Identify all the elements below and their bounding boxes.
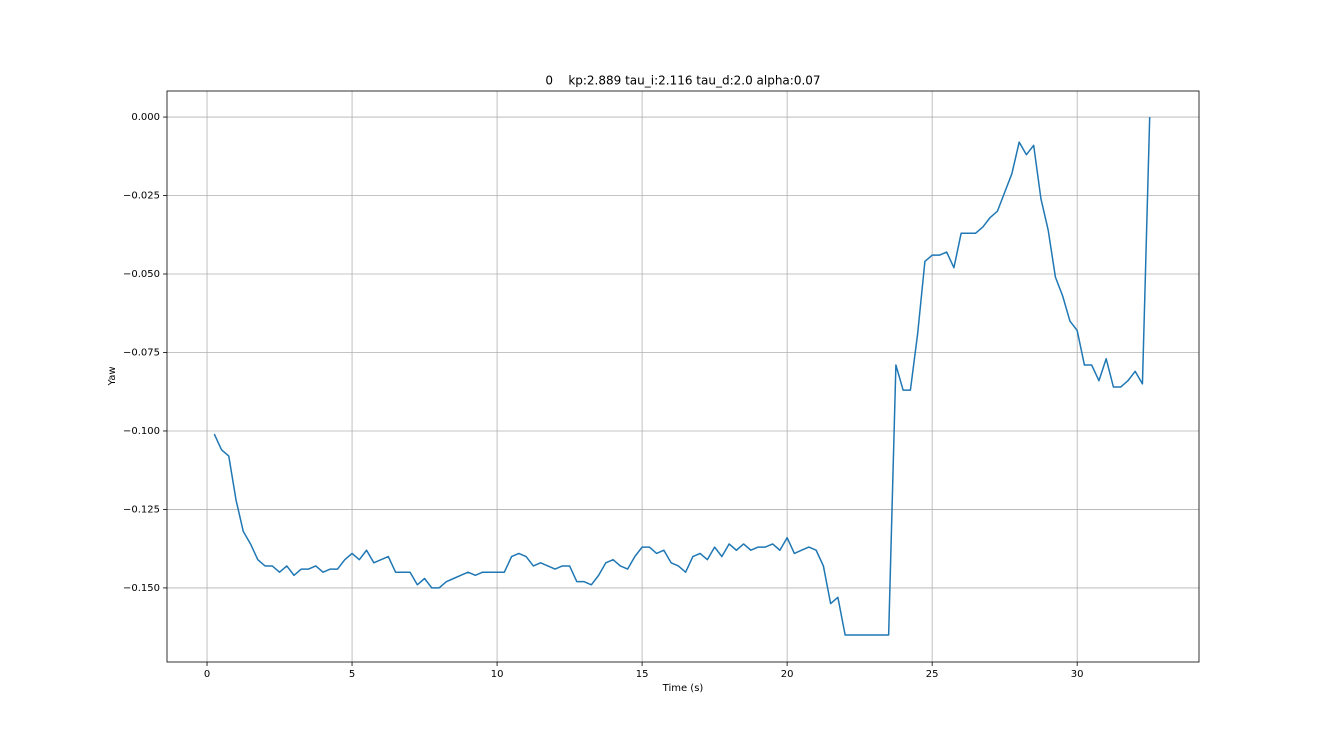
x-axis-label: Time (s): [662, 683, 704, 694]
x-tick-label: 25: [926, 669, 939, 680]
x-tick-label: 5: [349, 669, 355, 680]
y-tick-label: −0.075: [123, 347, 160, 358]
x-tick-label: 20: [781, 669, 794, 680]
y-tick-label: −0.125: [123, 504, 160, 515]
data-line: [213, 117, 1151, 636]
y-tick-label: −0.050: [123, 269, 160, 280]
chart-title: 0 kp:2.889 tau_i:2.116 tau_d:2.0 alpha:0…: [545, 74, 820, 88]
x-tick-label: 10: [491, 669, 504, 680]
x-tick-label: 30: [1071, 669, 1084, 680]
y-axis-label: Yaw: [107, 366, 118, 386]
y-tick-label: −0.150: [123, 583, 160, 594]
plot-frame: [166, 90, 1200, 663]
y-tick-label: −0.025: [123, 191, 160, 202]
x-tick-label: 15: [636, 669, 649, 680]
y-tick-label: −0.100: [123, 426, 160, 437]
y-tick-label: 0.000: [131, 112, 160, 123]
x-tick-label: 0: [204, 669, 210, 680]
